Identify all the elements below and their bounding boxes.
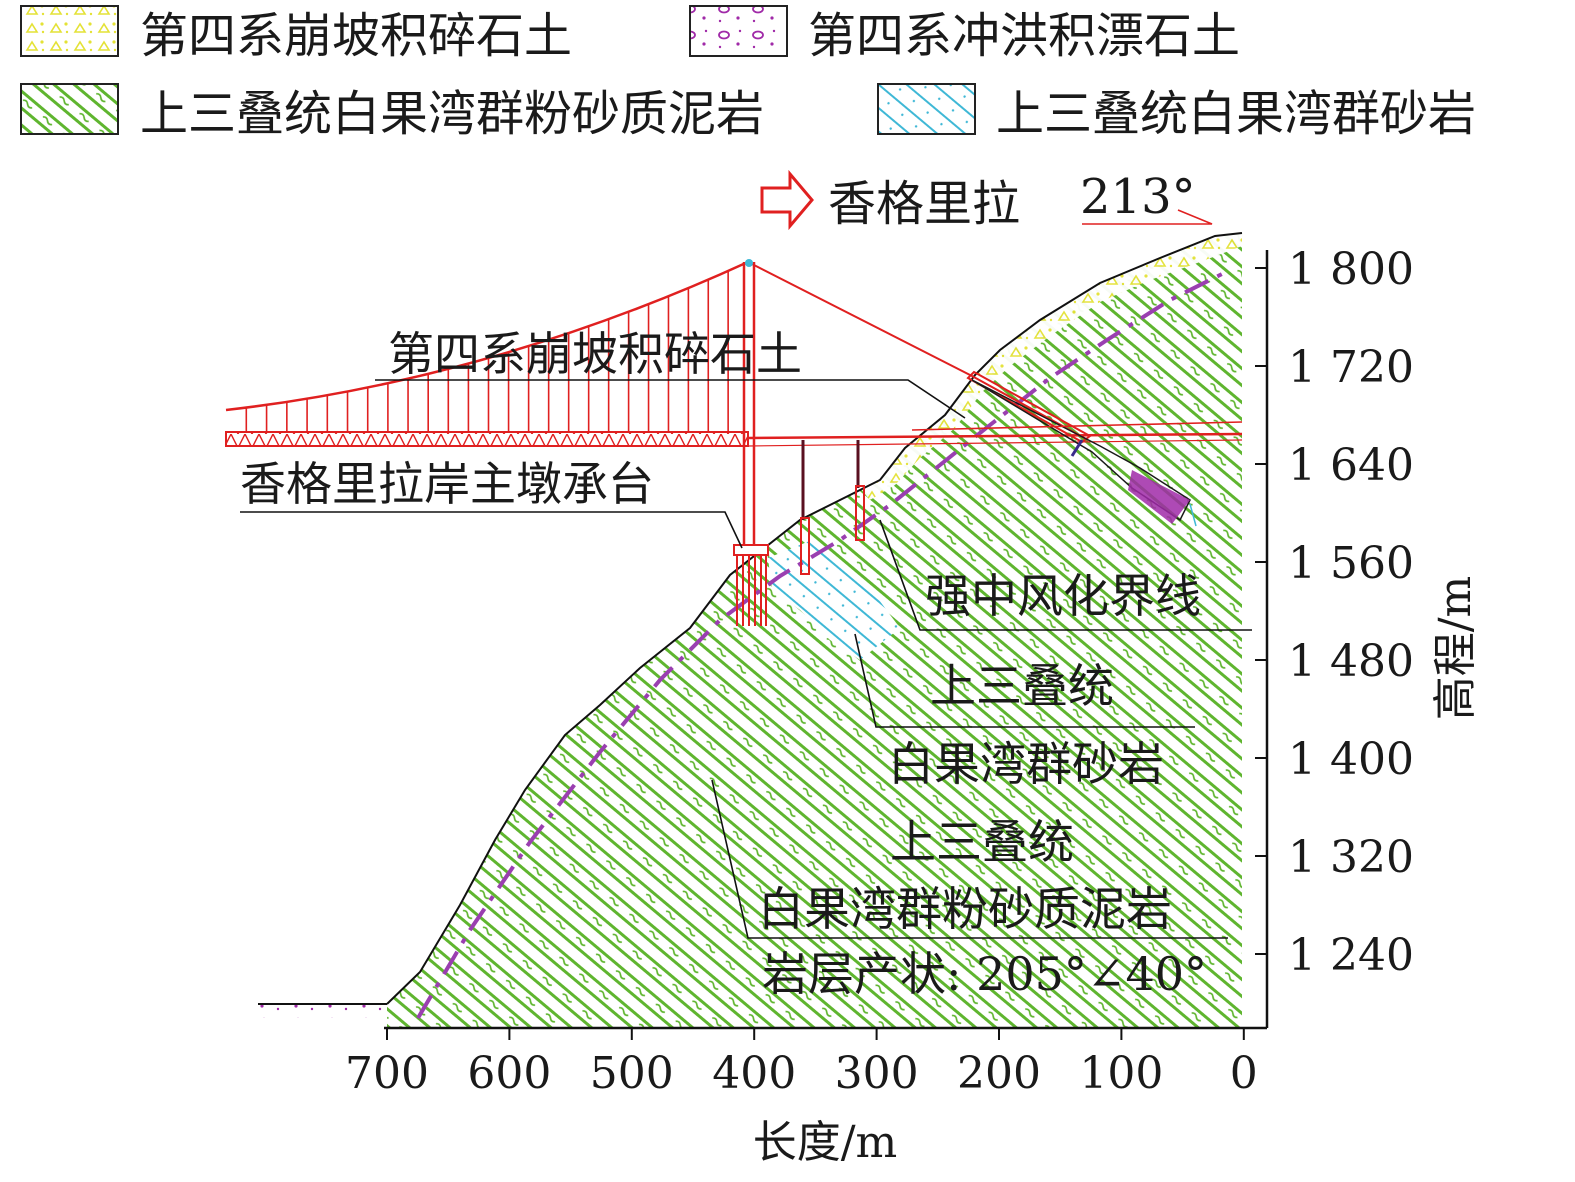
back-cable (751, 263, 1089, 441)
svg-text:第四系崩坡积碎石土: 第四系崩坡积碎石土 (388, 327, 802, 381)
anchorage (911, 370, 1243, 527)
aux-piers (800, 440, 865, 575)
svg-text:白果湾群砂岩: 白果湾群砂岩 (888, 737, 1164, 791)
y-tick-label: 1 720 (1288, 342, 1414, 393)
x-axis: 700 600 500 400 300 200 100 0 长度/m (345, 1026, 1267, 1168)
svg-text:上三叠统: 上三叠统 (890, 815, 1074, 869)
hangers (245, 270, 729, 432)
legend: 第四系崩坡积碎石土 第四系冲洪积漂石土 上三叠统白果湾群粉砂质泥岩 上三叠统白果… (20, 5, 1476, 142)
direction-azimuth: 213° (1080, 169, 1196, 225)
x-tick-marks (386, 1028, 1245, 1040)
main-tower (742, 259, 756, 548)
direction-label: 香格里拉 (828, 176, 1020, 232)
azimuth-underline (1082, 209, 1213, 225)
bridge-deck (225, 431, 749, 447)
pier-cap (733, 544, 769, 556)
x-tick-label: 200 (957, 1048, 1041, 1099)
annotations: 第四系崩坡积碎石土 香格里拉岸主墩承台 强中风化界线 上三叠统 白果湾群砂岩 上… (240, 327, 1252, 1001)
annotation-sandstone: 上三叠统 白果湾群砂岩 (854, 633, 1195, 791)
y-tick-label: 1 320 (1288, 832, 1414, 883)
legend-swatch-alluvial (689, 5, 788, 57)
annotation-colluvial: 第四系崩坡积碎石土 (375, 327, 966, 419)
annotation-attitude: 岩层产状: 205°∠40° (762, 947, 1207, 1001)
colluvial-cover (860, 233, 1242, 500)
svg-text:上三叠统: 上三叠统 (930, 659, 1114, 713)
x-tick-label: 0 (1230, 1048, 1258, 1099)
pier-cap-and-piles (733, 544, 769, 626)
legend-label-alluvial: 第四系冲洪积漂石土 (808, 8, 1240, 64)
y-tick-label: 1 480 (1288, 636, 1414, 687)
siltstone-body (387, 233, 1242, 1028)
legend-label-colluvial: 第四系崩坡积碎石土 (140, 8, 572, 64)
legend-item-alluvial: 第四系冲洪积漂石土 (689, 5, 1240, 64)
legend-swatch-sandstone (877, 83, 976, 135)
y-tick-label: 1 560 (1288, 538, 1414, 589)
y-tick-label: 1 240 (1288, 930, 1414, 981)
legend-label-sandstone: 上三叠统白果湾群砂岩 (996, 86, 1476, 142)
suspension-bridge (225, 259, 1243, 626)
annotation-pier-cap: 香格里拉岸主墩承台 (240, 457, 743, 549)
y-tick-label: 1 800 (1288, 244, 1414, 295)
legend-label-siltstone: 上三叠统白果湾群粉砂质泥岩 (140, 86, 764, 142)
y-tick-marks (1255, 267, 1267, 955)
direction-arrow-icon (760, 169, 814, 231)
svg-text:香格里拉岸主墩承台: 香格里拉岸主墩承台 (240, 457, 654, 511)
annotation-siltstone: 上三叠统 白果湾群粉砂质泥岩 (711, 779, 1228, 939)
y-tick-labels: 1 800 1 720 1 640 1 560 1 480 1 400 1 320 1 240 (1288, 244, 1414, 981)
svg-text:强中风化界线: 强中风化界线 (925, 569, 1201, 623)
y-tick-label: 1 640 (1288, 440, 1414, 491)
legend-item-sandstone: 上三叠统白果湾群砂岩 (877, 83, 1476, 142)
legend-swatch-siltstone (20, 83, 119, 135)
anchor-body (1128, 470, 1190, 524)
x-tick-label: 300 (835, 1048, 919, 1099)
x-tick-label: 600 (467, 1048, 551, 1099)
y-axis-title: 高程/m (1430, 576, 1481, 721)
direction-indicator: 香格里拉 213° (760, 169, 1213, 232)
x-tick-label: 700 (345, 1048, 429, 1099)
x-tick-label: 100 (1079, 1048, 1163, 1099)
alluvial-deposit (258, 1003, 388, 1018)
x-tick-label: 400 (712, 1048, 796, 1099)
legend-item-colluvial: 第四系崩坡积碎石土 (20, 5, 572, 64)
legend-item-siltstone: 上三叠统白果湾群粉砂质泥岩 (20, 83, 764, 142)
y-tick-label: 1 400 (1288, 734, 1414, 785)
x-axis-title: 长度/m (753, 1117, 898, 1168)
x-tick-labels: 700 600 500 400 300 200 100 0 (345, 1048, 1258, 1099)
x-tick-label: 500 (590, 1048, 674, 1099)
y-axis: 1 800 1 720 1 640 1 560 1 480 1 400 1 320 1 240… (1255, 244, 1481, 1028)
svg-text:白果湾群粉砂质泥岩: 白果湾群粉砂质泥岩 (758, 882, 1172, 936)
legend-swatch-colluvial (20, 5, 119, 57)
annotation-weathering: 强中风化界线 (879, 519, 1252, 631)
